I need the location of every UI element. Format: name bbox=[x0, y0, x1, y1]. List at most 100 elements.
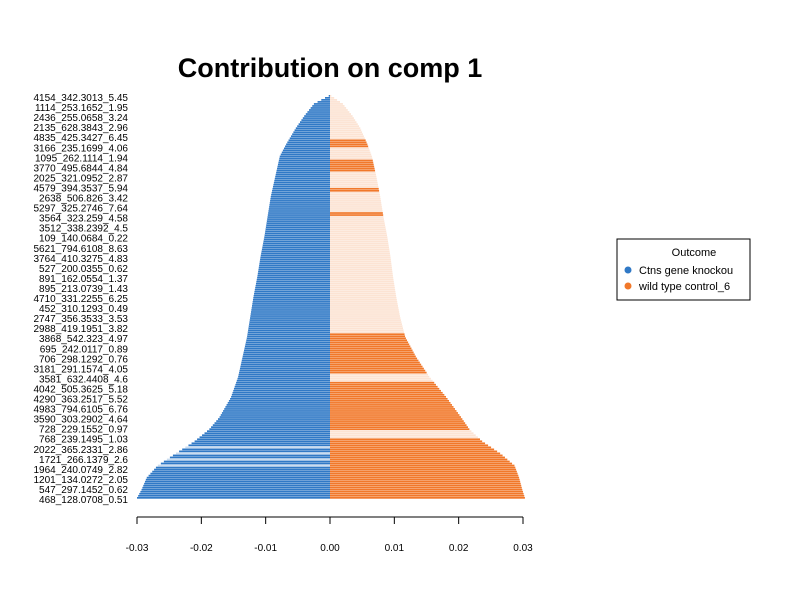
bar-wildtype bbox=[330, 398, 448, 400]
bar-knockout bbox=[287, 141, 330, 144]
bar-wildtype bbox=[330, 307, 399, 309]
x-tick-label: -0.01 bbox=[254, 543, 277, 554]
feature-label: 2025_321.0952_2.87 bbox=[33, 173, 128, 184]
bar-knockout bbox=[232, 391, 330, 394]
bar-wildtype bbox=[330, 187, 379, 190]
bar-wildtype bbox=[330, 492, 524, 495]
feature-label: 527_200.0355_0.62 bbox=[39, 264, 128, 275]
bar-knockout bbox=[220, 414, 330, 416]
bar-knockout bbox=[304, 115, 330, 117]
bar-wildtype bbox=[330, 276, 394, 279]
bar-knockout bbox=[202, 434, 330, 437]
bar-wildtype bbox=[330, 321, 402, 323]
feature-label: 2747_356.3533_3.53 bbox=[33, 314, 128, 325]
bar-knockout bbox=[244, 349, 330, 352]
bar-wildtype bbox=[330, 248, 390, 251]
bar-knockout bbox=[257, 276, 330, 279]
chart-title: Contribution on comp 1 bbox=[178, 53, 482, 83]
bar-knockout bbox=[185, 446, 330, 449]
bar-knockout bbox=[216, 420, 330, 422]
bar-wildtype bbox=[330, 127, 361, 130]
bar-knockout bbox=[275, 175, 330, 178]
bar-knockout bbox=[154, 468, 330, 471]
bar-wildtype bbox=[330, 204, 382, 206]
bar-knockout bbox=[258, 268, 330, 271]
bar-wildtype bbox=[330, 339, 408, 342]
bar-knockout bbox=[263, 238, 330, 241]
bar-knockout bbox=[283, 147, 330, 150]
bar-wildtype bbox=[330, 270, 393, 273]
feature-label: 1114_253.1652_1.95 bbox=[35, 103, 128, 114]
bar-knockout bbox=[141, 488, 330, 491]
feature-label: 895_213.0739_1.43 bbox=[39, 284, 128, 295]
feature-label: 4983_794.6105_6.76 bbox=[33, 405, 128, 416]
bar-wildtype bbox=[330, 484, 522, 487]
bar-wildtype bbox=[330, 416, 461, 418]
bar-wildtype bbox=[330, 97, 335, 99]
bar-knockout bbox=[277, 165, 330, 168]
x-tick-label: 0.00 bbox=[320, 543, 340, 554]
bar-knockout bbox=[250, 315, 330, 317]
bar-wildtype bbox=[330, 466, 516, 469]
bar-knockout bbox=[144, 482, 330, 485]
bar-knockout bbox=[214, 422, 330, 424]
bar-knockout bbox=[248, 327, 330, 330]
bar-wildtype bbox=[330, 337, 406, 340]
feature-label: 1095_262.1114_1.94 bbox=[35, 153, 128, 164]
bar-knockout bbox=[305, 113, 330, 115]
bar-knockout bbox=[166, 458, 330, 461]
bar-wildtype bbox=[330, 299, 397, 301]
bar-knockout bbox=[264, 232, 330, 235]
feature-label: 706_298.1292_0.76 bbox=[39, 354, 128, 365]
bar-wildtype bbox=[330, 305, 399, 307]
bar-knockout bbox=[242, 355, 330, 358]
bar-knockout bbox=[259, 260, 330, 263]
bar-knockout bbox=[269, 202, 330, 204]
bar-knockout bbox=[252, 299, 330, 301]
bar-wildtype bbox=[330, 284, 395, 287]
bar-wildtype bbox=[330, 442, 486, 445]
bar-wildtype bbox=[330, 444, 489, 447]
bar-wildtype bbox=[330, 101, 341, 103]
bar-knockout bbox=[269, 206, 330, 208]
bar-knockout bbox=[260, 256, 330, 259]
bar-knockout bbox=[235, 383, 330, 386]
bar-wildtype bbox=[330, 490, 523, 493]
bar-wildtype bbox=[330, 191, 380, 194]
bar-knockout bbox=[163, 460, 330, 463]
bar-wildtype bbox=[330, 222, 385, 224]
bar-wildtype bbox=[330, 458, 508, 461]
bar-wildtype bbox=[330, 377, 431, 380]
bar-wildtype bbox=[330, 404, 453, 406]
bar-knockout bbox=[148, 474, 330, 477]
bar-wildtype bbox=[330, 488, 523, 491]
bar-wildtype bbox=[330, 175, 377, 178]
bar-knockout bbox=[289, 137, 330, 140]
bar-wildtype bbox=[330, 393, 445, 396]
bar-wildtype bbox=[330, 406, 454, 408]
bar-wildtype bbox=[330, 309, 399, 311]
bar-knockout bbox=[267, 216, 330, 218]
bar-knockout bbox=[146, 476, 330, 479]
bar-wildtype bbox=[330, 193, 380, 196]
bar-wildtype bbox=[330, 430, 472, 433]
bar-knockout bbox=[254, 288, 330, 291]
bar-knockout bbox=[324, 97, 330, 99]
bar-wildtype bbox=[330, 363, 422, 366]
bar-knockout bbox=[265, 226, 330, 229]
bar-knockout bbox=[238, 375, 330, 378]
feature-label: 3868_542.323_4.97 bbox=[39, 334, 128, 345]
bar-knockout bbox=[286, 143, 330, 146]
feature-label: 2988_419.1951_3.82 bbox=[33, 324, 128, 335]
bar-knockout bbox=[263, 242, 330, 245]
x-tick-label: 0.01 bbox=[385, 543, 405, 554]
bar-wildtype bbox=[330, 135, 364, 138]
bar-wildtype bbox=[330, 157, 373, 160]
bar-wildtype bbox=[330, 252, 390, 255]
bar-wildtype bbox=[330, 456, 505, 459]
bar-wildtype bbox=[330, 361, 420, 364]
bar-wildtype bbox=[330, 206, 382, 208]
bar-wildtype bbox=[330, 434, 476, 437]
bar-wildtype bbox=[330, 464, 515, 467]
bar-wildtype bbox=[330, 198, 381, 200]
